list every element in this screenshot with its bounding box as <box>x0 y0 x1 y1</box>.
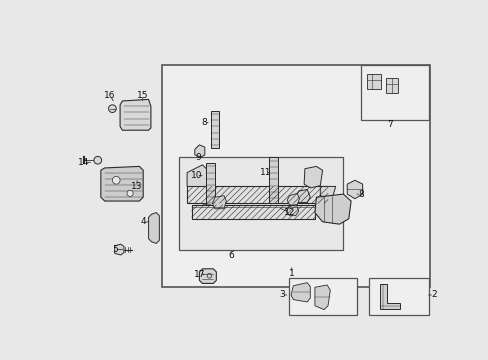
Circle shape <box>112 176 120 184</box>
Text: 3: 3 <box>278 291 284 300</box>
Text: 7: 7 <box>386 120 392 129</box>
Text: 17: 17 <box>193 270 205 279</box>
Polygon shape <box>385 78 397 93</box>
Circle shape <box>94 156 102 164</box>
Text: 12: 12 <box>283 208 295 217</box>
Text: 5: 5 <box>112 245 117 254</box>
Bar <box>210 111 218 148</box>
Text: 14: 14 <box>78 158 89 167</box>
Polygon shape <box>331 195 343 207</box>
Polygon shape <box>101 166 143 201</box>
Polygon shape <box>295 189 310 203</box>
Polygon shape <box>366 74 380 89</box>
Polygon shape <box>120 99 151 130</box>
Polygon shape <box>148 213 159 243</box>
Polygon shape <box>115 244 123 255</box>
Text: 11: 11 <box>259 168 271 177</box>
Text: 9: 9 <box>195 153 201 162</box>
Text: 15: 15 <box>137 91 148 100</box>
Polygon shape <box>346 180 362 199</box>
Bar <box>187 186 327 203</box>
Polygon shape <box>380 284 399 309</box>
Polygon shape <box>286 205 298 216</box>
Bar <box>162 65 429 287</box>
Polygon shape <box>304 166 322 188</box>
Polygon shape <box>199 269 216 283</box>
Text: 8: 8 <box>201 118 206 127</box>
Text: 8: 8 <box>358 190 363 199</box>
Circle shape <box>108 105 116 112</box>
Polygon shape <box>290 283 310 302</box>
Text: 2: 2 <box>430 291 436 300</box>
Polygon shape <box>314 194 350 224</box>
Text: 10: 10 <box>190 171 202 180</box>
Polygon shape <box>314 285 329 310</box>
Bar <box>289 278 357 315</box>
Polygon shape <box>212 195 226 209</box>
Circle shape <box>127 190 133 197</box>
Text: 6: 6 <box>228 251 234 260</box>
Text: 4: 4 <box>140 217 146 226</box>
Bar <box>368 278 428 315</box>
Bar <box>268 157 277 203</box>
Polygon shape <box>187 165 210 186</box>
Bar <box>179 157 343 249</box>
Polygon shape <box>194 145 204 157</box>
Polygon shape <box>201 205 213 214</box>
Bar <box>360 65 428 120</box>
Text: 1: 1 <box>288 269 294 278</box>
Polygon shape <box>320 186 335 199</box>
Bar <box>205 163 214 205</box>
Polygon shape <box>286 193 299 205</box>
Text: 13: 13 <box>131 182 142 191</box>
Text: 16: 16 <box>104 91 116 100</box>
Bar <box>191 205 314 219</box>
